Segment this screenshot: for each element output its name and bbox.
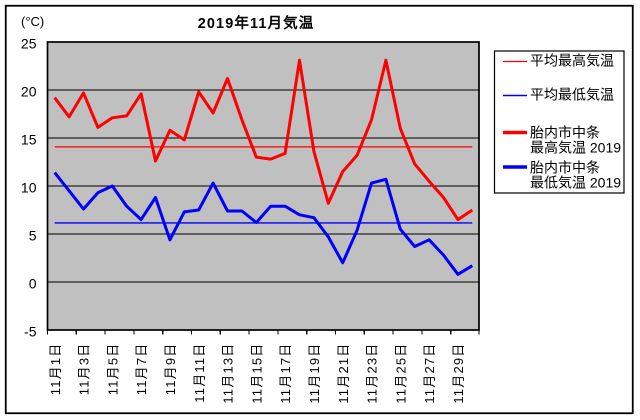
svg-text:-5: -5 xyxy=(24,324,37,340)
svg-text:胎内市中条: 胎内市中条 xyxy=(530,160,600,176)
svg-text:11月23日: 11月23日 xyxy=(365,343,380,404)
svg-text:11月13日: 11月13日 xyxy=(221,343,236,404)
svg-text:胎内市中条: 胎内市中条 xyxy=(530,125,600,141)
svg-text:11月7日: 11月7日 xyxy=(134,343,149,396)
svg-text:11月5日: 11月5日 xyxy=(105,343,120,396)
svg-text:最低気温 2019: 最低気温 2019 xyxy=(530,175,621,191)
svg-text:10: 10 xyxy=(21,180,37,196)
svg-text:11月29日: 11月29日 xyxy=(451,343,466,404)
svg-text:最高気温 2019: 最高気温 2019 xyxy=(530,140,621,156)
svg-text:平均最低気温: 平均最低気温 xyxy=(530,87,614,103)
svg-text:11月15日: 11月15日 xyxy=(249,343,264,404)
svg-text:(°C): (°C) xyxy=(21,14,44,29)
svg-text:11月11日: 11月11日 xyxy=(192,343,207,403)
svg-text:11月19日: 11月19日 xyxy=(307,343,322,404)
svg-text:11月9日: 11月9日 xyxy=(163,343,178,396)
svg-text:20: 20 xyxy=(21,84,37,100)
svg-text:5: 5 xyxy=(29,228,37,244)
svg-text:11月25日: 11月25日 xyxy=(393,343,408,404)
svg-text:11月3日: 11月3日 xyxy=(77,343,92,396)
svg-text:15: 15 xyxy=(21,132,37,148)
svg-text:0: 0 xyxy=(29,276,37,292)
svg-text:11月17日: 11月17日 xyxy=(278,343,293,404)
svg-text:11月1日: 11月1日 xyxy=(48,343,63,396)
svg-text:11月21日: 11月21日 xyxy=(336,343,351,404)
svg-text:平均最高気温: 平均最高気温 xyxy=(530,53,614,69)
svg-text:11月27日: 11月27日 xyxy=(422,343,437,404)
svg-text:25: 25 xyxy=(21,36,37,52)
svg-text:2019年11月気温: 2019年11月気温 xyxy=(198,14,315,32)
